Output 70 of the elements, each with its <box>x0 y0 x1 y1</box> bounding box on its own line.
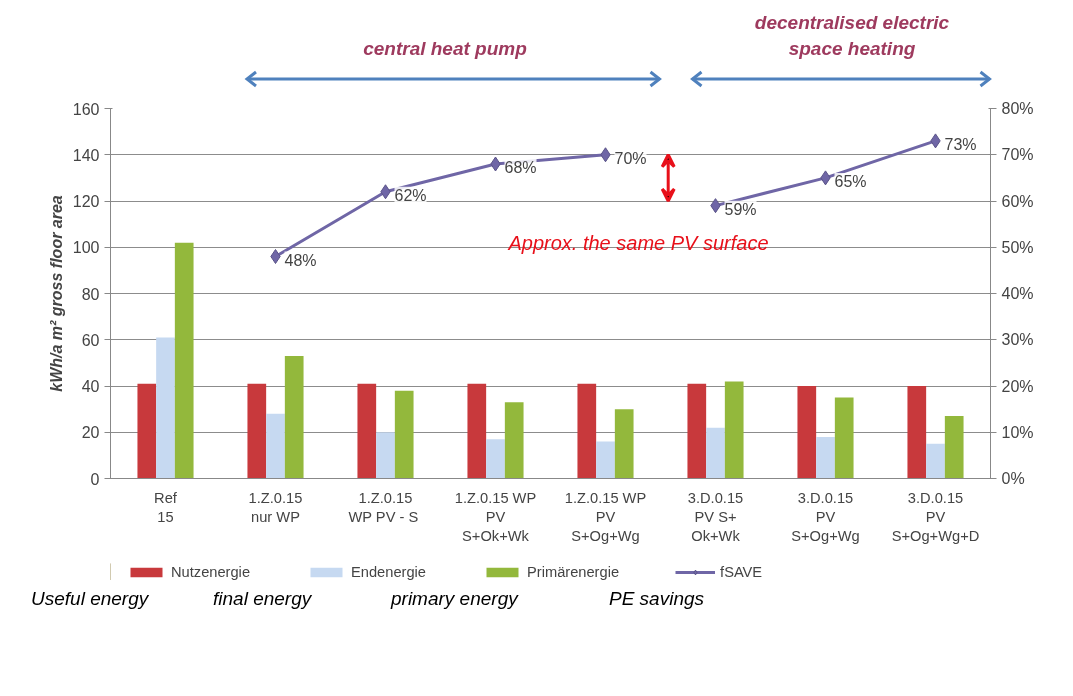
y-tick-label: 20 <box>81 424 100 442</box>
bar <box>944 416 964 479</box>
data-label: 73% <box>944 135 977 153</box>
annotation: Approx. the same PV surface <box>507 232 769 255</box>
bar <box>156 337 175 479</box>
legend-label: Endenergie <box>351 564 427 580</box>
data-label: 48% <box>284 251 317 269</box>
y-axis-title: kWh/a m² gross floor area <box>47 195 65 392</box>
data-label: 70% <box>614 149 647 167</box>
y-tick-label: 40 <box>81 378 100 395</box>
data-label: 59% <box>724 200 757 218</box>
y-tick-label: 80 <box>81 285 100 303</box>
y2-tick-label: 0% <box>1001 470 1025 487</box>
text: decentralised electric space heating <box>754 12 950 59</box>
bar <box>357 383 377 479</box>
y-tick-label: 140 <box>72 146 100 164</box>
bar <box>266 413 285 479</box>
bar <box>706 427 725 479</box>
y2-tick-label: 50% <box>1001 238 1034 256</box>
bar <box>486 439 505 479</box>
x-tick-label: 3.D.0.15 PV S+Og+Wg+D <box>891 489 980 544</box>
y2-tick-label: 80% <box>1001 100 1034 117</box>
bar <box>907 386 927 479</box>
data-label: 65% <box>834 172 867 190</box>
text: primary energy <box>391 587 520 611</box>
y2-tick-label: 40% <box>1001 285 1034 302</box>
y2-tick-label: 20% <box>1001 377 1034 395</box>
bar <box>284 355 304 479</box>
bar <box>376 432 395 479</box>
y-tick-label: 60 <box>81 331 100 349</box>
data-label: 62% <box>394 186 427 204</box>
text: final energy <box>213 587 313 611</box>
text: Useful energy <box>31 587 150 611</box>
bar <box>687 383 707 479</box>
y-tick-label: 160 <box>72 100 100 118</box>
x-tick-label: 1.Z.0.15 WP PV S+Ok+Wk <box>454 489 537 544</box>
bar <box>926 443 945 479</box>
bar <box>724 381 744 479</box>
text: PE savings <box>609 587 706 611</box>
y2-tick-label: 10% <box>1001 423 1034 441</box>
x-tick-label: 1.Z.0.15 WP PV - S <box>348 489 419 525</box>
y2-tick-label: 70% <box>1001 146 1034 164</box>
point <box>270 249 281 264</box>
y2-tick-label: 30% <box>1001 331 1034 349</box>
text: central heat pump <box>363 38 527 59</box>
data-label: 68% <box>504 159 537 176</box>
bar <box>834 397 854 479</box>
y-tick-label: 0 <box>90 470 100 488</box>
legend-label: Nutzenergie <box>171 564 251 580</box>
legend-label: fSAVE <box>720 564 763 580</box>
x-tick-label: 3.D.0.15 PV S+Og+Wg <box>791 489 860 544</box>
bar <box>816 436 835 479</box>
bar <box>137 383 157 479</box>
bar <box>596 441 615 479</box>
bar <box>577 383 597 479</box>
x-tick-label: 1.Z.0.15 nur WP <box>248 489 303 525</box>
bar <box>174 242 194 479</box>
bar <box>504 402 524 479</box>
bar <box>247 383 267 479</box>
y2-tick-label: 60% <box>1001 192 1034 210</box>
x-tick-label: Ref 15 <box>154 489 178 525</box>
bar <box>614 409 634 479</box>
bar <box>467 383 487 479</box>
legend-label: Primärenergie <box>527 564 620 580</box>
bar <box>797 386 817 479</box>
bar <box>394 390 414 479</box>
x-tick-label: 1.Z.0.15 WP PV S+Og+Wg <box>564 489 647 544</box>
x-tick-label: 3.D.0.15 PV S+ Ok+Wk <box>687 489 744 544</box>
y-tick-label: 120 <box>72 193 100 210</box>
y-tick-label: 100 <box>72 239 100 257</box>
